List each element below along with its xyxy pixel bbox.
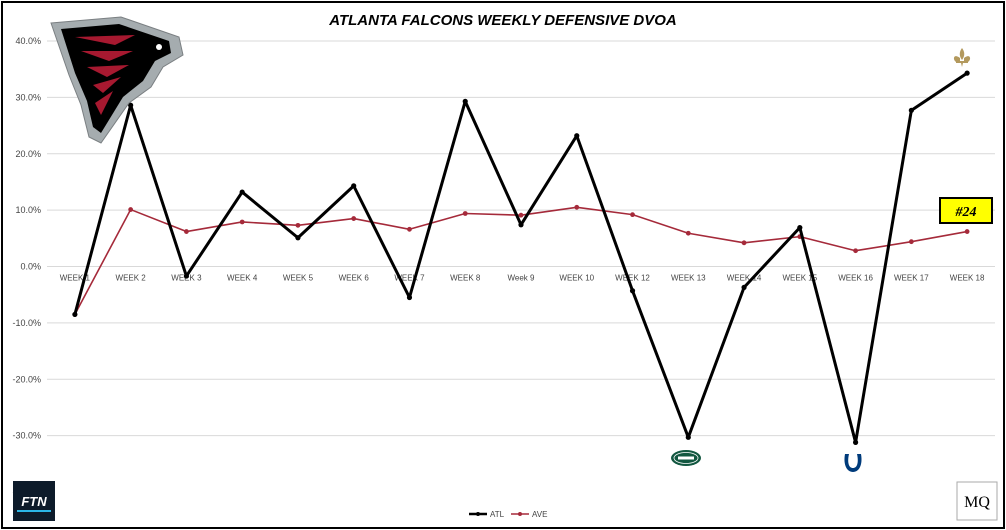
data-point-atl — [183, 273, 190, 279]
x-category-label: WEEK 17 — [894, 274, 929, 283]
colts-logo — [844, 454, 862, 472]
chart-title: ATLANTA FALCONS WEEKLY DEFENSIVE DVOA — [328, 12, 677, 29]
x-category-label: WEEK 12 — [615, 274, 650, 283]
data-point-atl — [908, 107, 914, 113]
x-category-label: WEEK 4 — [227, 274, 258, 283]
legend-item-ave: AVE — [511, 510, 547, 519]
data-point-ave — [128, 207, 134, 212]
data-point-ave — [741, 240, 747, 246]
legend-marker — [518, 512, 522, 516]
data-point-atl — [852, 439, 859, 445]
x-axis-categories: WEEK 1 WEEK 2 WEEK 3 WEEK 4 WEEK 5 WEEK 6 WEEK… — [60, 274, 985, 283]
y-tick-label: -20.0% — [12, 374, 41, 384]
data-point-ave — [685, 230, 691, 236]
data-point-ave — [351, 216, 357, 221]
data-point-ave — [239, 219, 245, 225]
x-category-label: WEEK 2 — [116, 274, 147, 283]
data-point-atl — [797, 225, 803, 231]
y-axis-ticks: -40.0%-30.0%-20.0%-10.0%0.0%10.0%20.0%30… — [12, 36, 41, 497]
mq-logo-text: MQ — [964, 494, 990, 511]
chart-svg: ATLANTA FALCONS WEEKLY DEFENSIVE DVOA -4… — [12, 12, 998, 521]
x-category-label: WEEK 5 — [283, 274, 314, 283]
mq-logo: MQ — [956, 481, 998, 521]
y-tick-label: -30.0% — [12, 431, 41, 441]
ftn-logo-text: FTN — [21, 494, 47, 509]
x-category-label: Week 9 — [508, 274, 536, 283]
data-point-atl — [295, 235, 301, 241]
data-point-ave — [630, 212, 635, 218]
data-point-atl — [685, 434, 691, 440]
y-tick-label: 10.0% — [15, 205, 41, 215]
x-category-label: WEEK 8 — [450, 274, 481, 283]
series-atl — [72, 70, 970, 445]
data-point-ave — [574, 204, 580, 210]
data-point-ave — [853, 248, 858, 254]
data-point-ave — [295, 222, 301, 228]
legend-label: AVE — [532, 510, 547, 519]
data-point-atl — [351, 183, 357, 189]
y-tick-label: -10.0% — [12, 318, 41, 328]
data-point-ave — [964, 229, 970, 234]
rank-badge: #24 — [939, 197, 993, 224]
x-category-label: WEEK 15 — [782, 274, 817, 283]
data-point-ave — [908, 239, 914, 245]
jets-logo — [671, 450, 701, 466]
y-tick-label: 20.0% — [15, 149, 41, 159]
x-category-label: WEEK 16 — [838, 274, 873, 283]
series-line-atl — [73, 71, 968, 444]
data-point-ave — [518, 212, 524, 218]
data-point-ave — [462, 211, 468, 216]
data-point-atl — [406, 294, 413, 301]
y-tick-label: 30.0% — [15, 92, 41, 102]
data-point-atl — [741, 284, 747, 290]
rank-badge-label: #24 — [955, 205, 977, 220]
series-layer — [72, 70, 970, 445]
legend-label: ATL — [490, 510, 505, 519]
x-category-label: WEEK 13 — [671, 274, 706, 283]
x-category-label: WEEK 1 — [60, 274, 91, 283]
y-tick-label: 0.0% — [20, 262, 41, 272]
x-category-label: WEEK 14 — [727, 274, 762, 283]
legend: ATL AVE — [469, 510, 547, 519]
x-category-label: WEEK 10 — [559, 274, 594, 283]
data-point-ave — [407, 226, 412, 232]
saints-logo — [953, 48, 971, 67]
legend-marker — [476, 512, 480, 516]
x-category-label: WEEK 18 — [950, 274, 985, 283]
grid-layer — [47, 40, 995, 437]
x-category-label: WEEK 6 — [339, 274, 370, 283]
data-point-ave — [184, 229, 189, 234]
ftn-logo: FTN — [13, 481, 55, 521]
data-point-atl — [518, 222, 524, 228]
falcons-logo — [50, 16, 184, 144]
data-point-atl — [239, 189, 245, 195]
x-category-label: WEEK 7 — [394, 274, 425, 283]
data-point-atl — [128, 102, 134, 108]
data-point-atl — [574, 133, 580, 139]
data-point-atl — [462, 98, 468, 104]
data-point-atl — [964, 70, 970, 76]
data-point-atl — [72, 311, 78, 318]
data-point-atl — [629, 288, 636, 294]
legend-item-atl: ATL — [469, 510, 505, 519]
y-tick-label: 40.0% — [15, 36, 41, 46]
